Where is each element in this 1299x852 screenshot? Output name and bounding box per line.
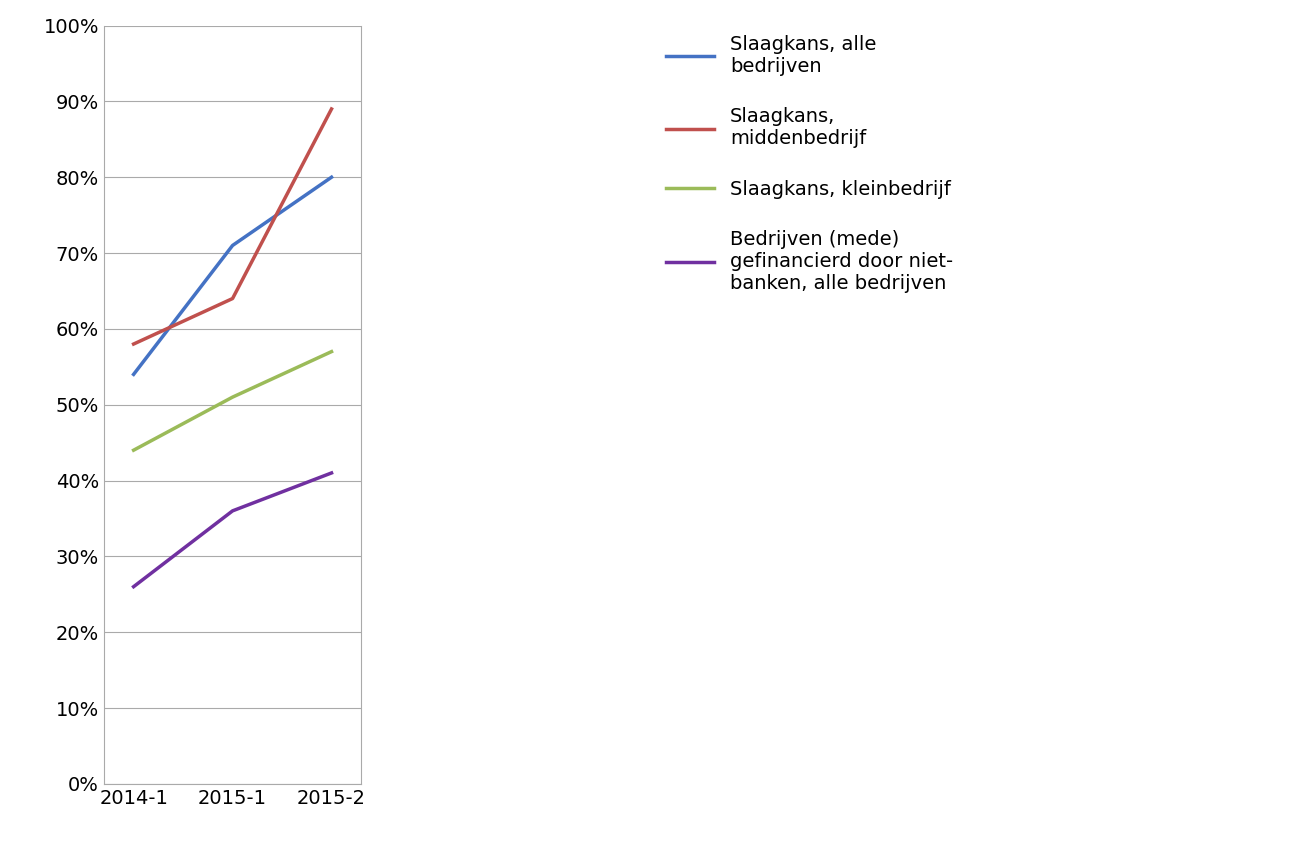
Legend: Slaagkans, alle
bedrijven, Slaagkans,
middenbedrijf, Slaagkans, kleinbedrijf, Be: Slaagkans, alle bedrijven, Slaagkans, mi…	[665, 35, 953, 292]
